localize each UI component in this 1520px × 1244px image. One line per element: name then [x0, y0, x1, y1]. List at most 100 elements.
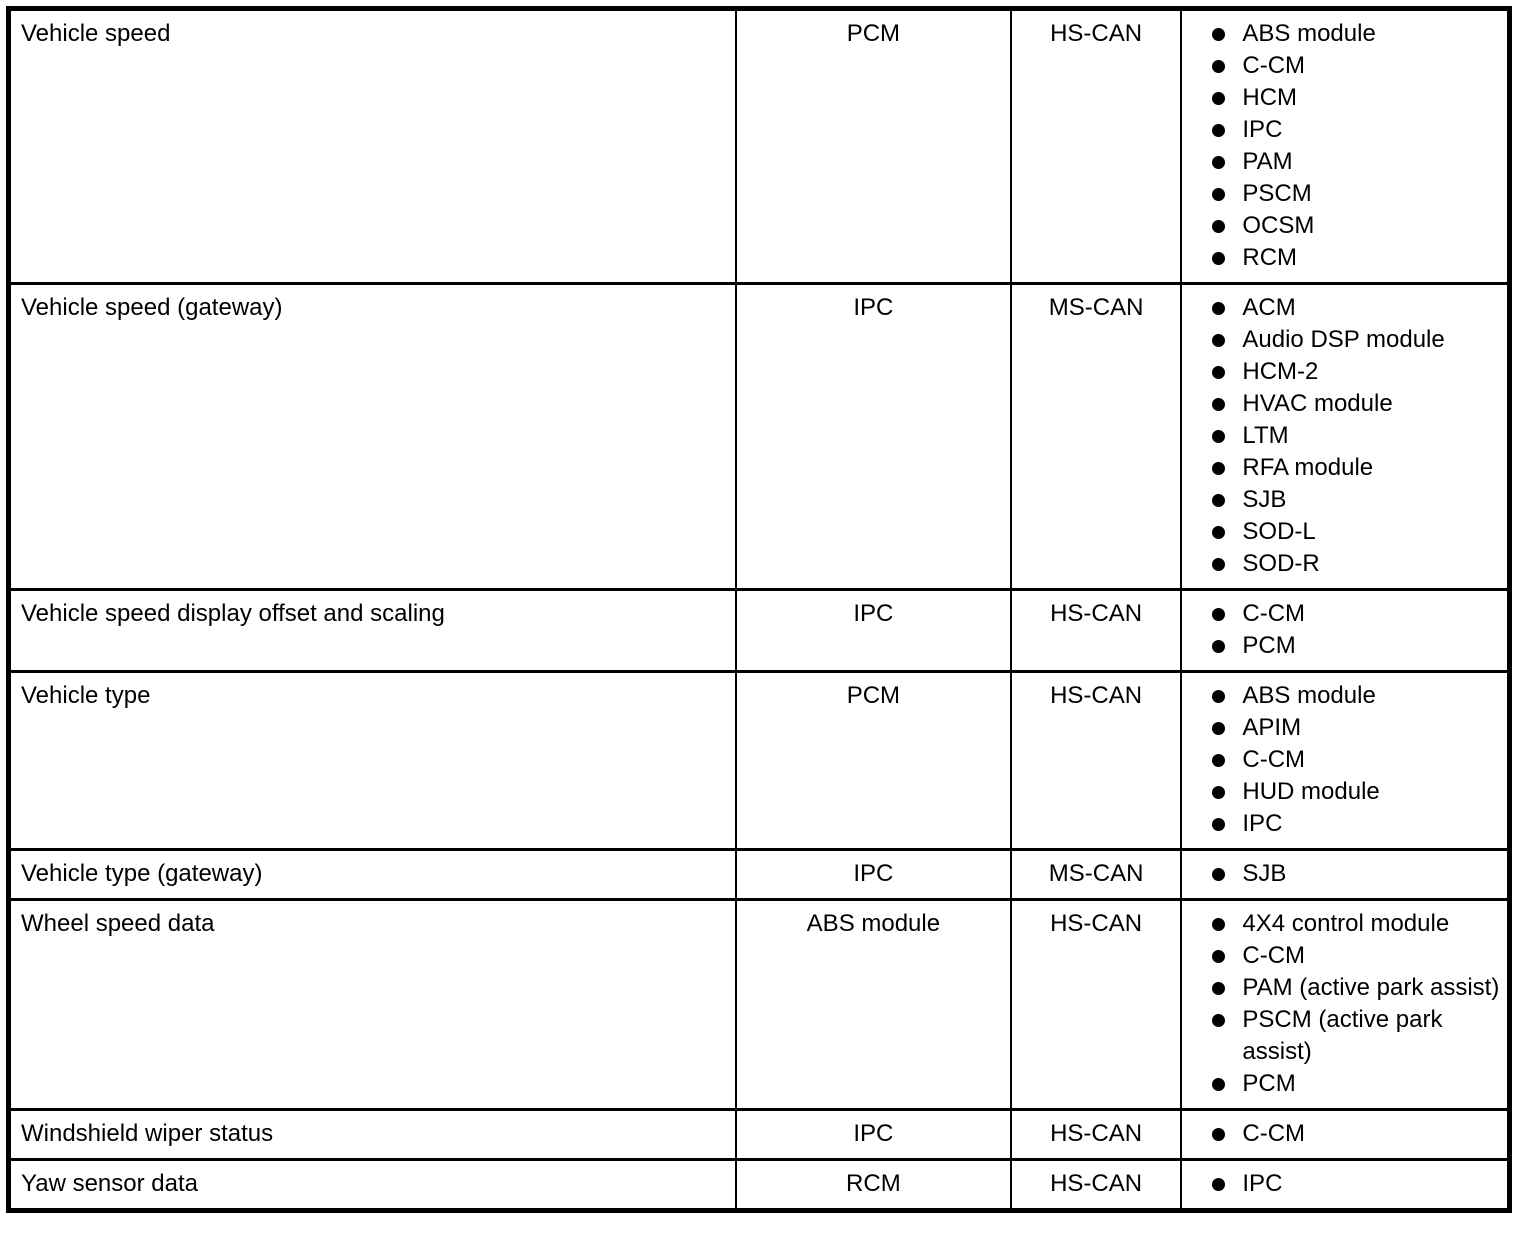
bullet-icon — [1212, 982, 1226, 995]
bullet-icon — [1212, 690, 1226, 703]
receiver-label: IPC — [1242, 810, 1283, 837]
table-row: Vehicle speed PCM HS-CAN ABS module C-CM H… — [7, 7, 1511, 285]
receiver-label: ABS module — [1242, 20, 1376, 47]
bullet-icon — [1212, 786, 1226, 799]
bullet-icon — [1212, 868, 1226, 881]
network-label: HS-CAN — [1050, 20, 1143, 47]
receiver-item: RCM — [1183, 242, 1501, 274]
origin-cell: IPC — [734, 588, 1012, 673]
table-row: Vehicle speed (gateway) IPC MS-CAN ACM Au… — [7, 282, 1511, 591]
network-label: HS-CAN — [1050, 910, 1143, 937]
table-row: Vehicle type PCM HS-CAN ABS module APIM C-… — [7, 670, 1511, 851]
receiver-list: IPC — [1183, 1168, 1501, 1200]
table-row: Vehicle type (gateway) IPC MS-CAN SJB — [7, 848, 1511, 901]
bullet-icon — [1212, 1014, 1226, 1027]
receiver-item: C-CM — [1183, 1118, 1501, 1150]
message-cell: Vehicle type — [7, 670, 737, 851]
bullet-icon — [1212, 188, 1226, 201]
message-label: Vehicle type (gateway) — [21, 860, 263, 887]
receiver-item: C-CM — [1183, 940, 1501, 972]
receiver-label: 4X4 control module — [1242, 910, 1450, 937]
receiver-list: C-CM — [1183, 1118, 1501, 1150]
receiver-item: PCM — [1183, 1068, 1501, 1100]
receiver-item: PAM (active park assist) — [1183, 972, 1501, 1004]
receivers-cell: IPC — [1180, 1158, 1511, 1212]
network-label: HS-CAN — [1050, 600, 1143, 627]
receiver-label: IPC — [1242, 1170, 1283, 1197]
network-cell: HS-CAN — [1009, 670, 1183, 851]
receiver-label: C-CM — [1242, 1120, 1306, 1147]
table-body: Vehicle speed PCM HS-CAN ABS module C-CM H… — [7, 7, 1511, 1212]
receiver-item: Audio DSP module — [1183, 324, 1501, 356]
message-label: Vehicle type — [21, 682, 151, 709]
bullet-icon — [1212, 334, 1226, 347]
receiver-list: ACM Audio DSP module HCM-2 HVAC module LTM RF… — [1183, 292, 1501, 580]
receiver-label: IPC — [1242, 116, 1283, 143]
network-label: HS-CAN — [1050, 682, 1143, 709]
network-label: HS-CAN — [1050, 1120, 1143, 1147]
receiver-list: 4X4 control module C-CM PAM (active park a… — [1183, 908, 1501, 1100]
bullet-icon — [1212, 722, 1226, 735]
origin-cell: IPC — [734, 1108, 1012, 1161]
bullet-icon — [1212, 302, 1226, 315]
receiver-list: SJB — [1183, 858, 1501, 890]
origin-cell: ABS module — [734, 898, 1012, 1111]
receivers-cell: C-CM PCM — [1180, 588, 1511, 673]
message-cell: Vehicle speed display offset and scaling — [7, 588, 737, 673]
receiver-list: ABS module C-CM HCM IPC PAM PSCM OCSM RCM — [1183, 18, 1501, 274]
message-label: Vehicle speed display offset and scaling — [21, 600, 445, 627]
bullet-icon — [1212, 92, 1226, 105]
bullet-icon — [1212, 252, 1226, 265]
origin-label: IPC — [853, 294, 894, 321]
origin-cell: PCM — [734, 670, 1012, 851]
receiver-item: HCM-2 — [1183, 356, 1501, 388]
receiver-item: SJB — [1183, 858, 1501, 890]
receiver-label: PAM — [1242, 148, 1293, 175]
origin-label: IPC — [853, 1120, 894, 1147]
bullet-icon — [1212, 1078, 1226, 1091]
bullet-icon — [1212, 60, 1226, 73]
bullet-icon — [1212, 1178, 1226, 1191]
bullet-icon — [1212, 28, 1226, 41]
receiver-item: ABS module — [1183, 18, 1501, 50]
bullet-icon — [1212, 1128, 1226, 1141]
network-label: HS-CAN — [1050, 1170, 1143, 1197]
bullet-icon — [1212, 156, 1226, 169]
bullet-icon — [1212, 950, 1226, 963]
bullet-icon — [1212, 462, 1226, 475]
message-label: Yaw sensor data — [21, 1170, 198, 1197]
receiver-item: HUD module — [1183, 776, 1501, 808]
bullet-icon — [1212, 818, 1226, 831]
receivers-cell: 4X4 control module C-CM PAM (active park a… — [1180, 898, 1511, 1111]
receiver-label: PAM (active park assist) — [1242, 974, 1500, 1001]
receiver-label: HUD module — [1242, 778, 1380, 805]
table-row: Wheel speed data ABS module HS-CAN 4X4 c… — [7, 898, 1511, 1111]
receiver-label: LTM — [1242, 422, 1289, 449]
receivers-cell: ABS module APIM C-CM HUD module IPC — [1180, 670, 1511, 851]
message-cell: Vehicle speed (gateway) — [7, 282, 737, 591]
bullet-icon — [1212, 526, 1226, 539]
table-row: Yaw sensor data RCM HS-CAN IPC — [7, 1158, 1511, 1212]
receiver-label: PCM — [1242, 632, 1296, 659]
bullet-icon — [1212, 918, 1226, 931]
receiver-label: HCM-2 — [1242, 358, 1319, 385]
receiver-item: C-CM — [1183, 50, 1501, 82]
message-label: Windshield wiper status — [21, 1120, 274, 1147]
receiver-item: IPC — [1183, 808, 1501, 840]
receiver-item: SJB — [1183, 484, 1501, 516]
message-cell: Vehicle speed — [7, 7, 737, 285]
receiver-label: RCM — [1242, 244, 1298, 271]
receiver-item: IPC — [1183, 1168, 1501, 1200]
receiver-item: LTM — [1183, 420, 1501, 452]
origin-label: RCM — [846, 1170, 901, 1197]
message-label: Wheel speed data — [21, 910, 215, 937]
receivers-cell: C-CM — [1180, 1108, 1511, 1161]
bullet-icon — [1212, 558, 1226, 571]
origin-label: ABS module — [806, 910, 941, 937]
bullet-icon — [1212, 366, 1226, 379]
network-cell: HS-CAN — [1009, 898, 1183, 1111]
receivers-cell: ABS module C-CM HCM IPC PAM PSCM OCSM RCM — [1180, 7, 1511, 285]
receiver-item: ACM — [1183, 292, 1501, 324]
receiver-label: C-CM — [1242, 600, 1306, 627]
